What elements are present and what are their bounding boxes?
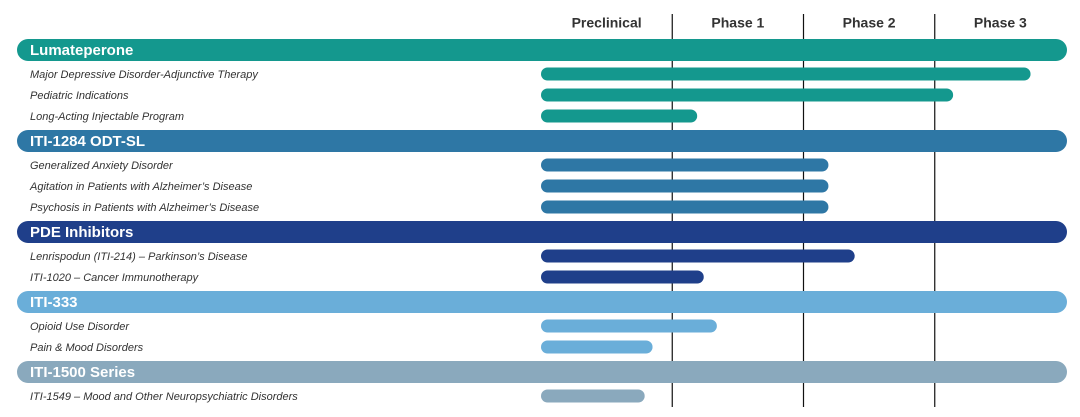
- program-label: Psychosis in Patients with Alzheimer’s D…: [30, 202, 259, 214]
- progress-bar: [541, 88, 954, 102]
- program-label: Long-Acting Injectable Program: [30, 111, 184, 123]
- program-label: Major Depressive Disorder-Adjunctive The…: [30, 69, 259, 81]
- stage-label: Phase 1: [711, 15, 764, 31]
- program-label: Pediatric Indications: [30, 90, 129, 102]
- progress-bar: [541, 319, 717, 333]
- group-band: [17, 291, 1067, 313]
- group-label: Lumateperone: [30, 42, 133, 59]
- progress-bar: [541, 200, 829, 214]
- group-label: ITI-1284 ODT-SL: [30, 133, 145, 150]
- program-label: ITI-1549 – Mood and Other Neuropsychiatr…: [30, 391, 298, 403]
- progress-bar: [541, 109, 698, 123]
- program-label: ITI-1020 – Cancer Immunotherapy: [30, 272, 200, 284]
- group-label: ITI-1500 Series: [30, 364, 135, 381]
- group-label: ITI-333: [30, 294, 78, 311]
- program-label: Generalized Anxiety Disorder: [30, 160, 174, 172]
- program-label: Lenrispodun (ITI-214) – Parkinson’s Dise…: [30, 251, 247, 263]
- group-label: PDE Inhibitors: [30, 224, 133, 241]
- program-label: Pain & Mood Disorders: [30, 342, 144, 354]
- progress-bar: [541, 270, 704, 284]
- stage-label: Preclinical: [572, 15, 642, 31]
- progress-bar: [541, 389, 645, 403]
- progress-bar: [541, 67, 1031, 81]
- progress-bar: [541, 340, 653, 354]
- stage-label: Phase 3: [974, 15, 1027, 31]
- progress-bar: [541, 158, 829, 172]
- program-label: Agitation in Patients with Alzheimer’s D…: [29, 181, 252, 193]
- progress-bar: [541, 249, 855, 263]
- progress-bar: [541, 179, 829, 193]
- stage-label: Phase 2: [843, 15, 896, 31]
- group-band: [17, 130, 1067, 152]
- program-label: Opioid Use Disorder: [30, 321, 130, 333]
- group-band: [17, 221, 1067, 243]
- group-band: [17, 39, 1067, 61]
- group-band: [17, 361, 1067, 383]
